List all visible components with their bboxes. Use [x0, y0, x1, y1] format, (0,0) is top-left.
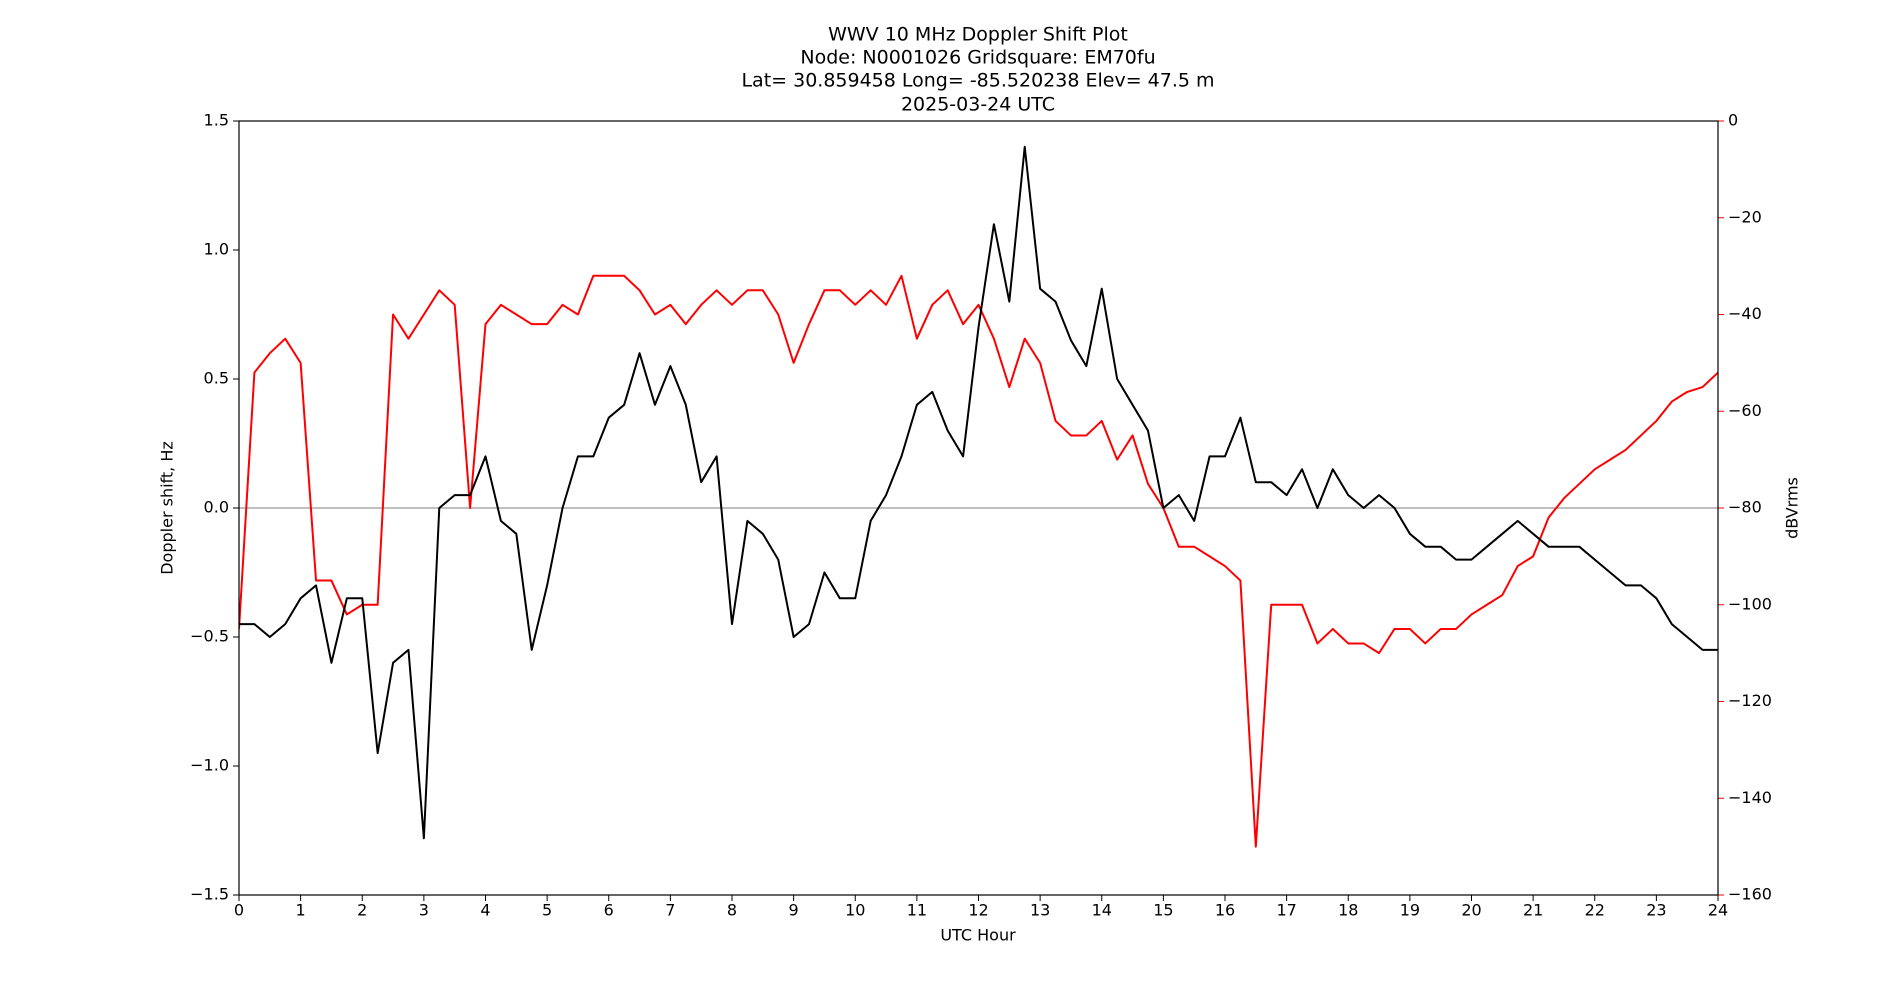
y-tick-label: −1.5 — [190, 885, 229, 904]
x-tick-label: 22 — [1585, 901, 1605, 920]
x-tick-label: 10 — [845, 901, 865, 920]
chart-subtitle: 2025-03-24 UTC — [901, 94, 1055, 116]
x-tick-label: 23 — [1646, 901, 1666, 920]
x-tick-label: 5 — [542, 901, 552, 920]
x-tick-label: 16 — [1215, 901, 1235, 920]
y-tick-label: 0.0 — [204, 498, 229, 517]
x-tick-label: 17 — [1276, 901, 1296, 920]
x-tick-label: 11 — [907, 901, 927, 920]
y2-tick-label: −60 — [1728, 401, 1762, 420]
x-tick-label: 13 — [1030, 901, 1050, 920]
y2-tick-label: −160 — [1728, 885, 1772, 904]
y-tick-label: −1.0 — [190, 756, 229, 775]
x-tick-label: 0 — [234, 901, 244, 920]
chart-subtitle: Node: N0001026 Gridsquare: EM70fu — [800, 47, 1155, 69]
y2-tick-label: −80 — [1728, 498, 1762, 517]
y2-tick-label: −120 — [1728, 691, 1772, 710]
plot-frame — [238, 120, 1719, 896]
x-axis-label: UTC Hour — [940, 926, 1016, 945]
x-tick-label: 21 — [1523, 901, 1543, 920]
x-tick-label: 6 — [604, 901, 614, 920]
x-tick-label: 18 — [1338, 901, 1358, 920]
y-axis-label: Doppler shift, Hz — [158, 441, 177, 575]
x-tick-label: 20 — [1461, 901, 1481, 920]
x-tick-label: 8 — [727, 901, 737, 920]
y2-tick-label: −40 — [1728, 304, 1762, 323]
y-tick-label: −0.5 — [190, 627, 229, 646]
y2-tick-label: −20 — [1728, 207, 1762, 226]
y-tick-label: 1.5 — [204, 111, 229, 130]
series-line — [239, 145, 1718, 840]
y-tick-label: 0.5 — [204, 369, 229, 388]
x-tick-label: 2 — [357, 901, 367, 920]
x-tick-label: 4 — [480, 901, 490, 920]
x-tick-label: 7 — [665, 901, 675, 920]
chart-title: WWV 10 MHz Doppler Shift Plot — [828, 24, 1128, 46]
y2-tick-label: −100 — [1728, 594, 1772, 613]
chart-subtitle: Lat= 30.859458 Long= -85.520238 Elev= 47… — [741, 70, 1214, 92]
x-tick-label: 12 — [968, 901, 988, 920]
x-tick-label: 1 — [296, 901, 306, 920]
y2-axis-label: dBVrms — [1783, 477, 1802, 539]
x-tick-label: 9 — [789, 901, 799, 920]
x-tick-label: 24 — [1708, 901, 1728, 920]
series-line — [239, 274, 1718, 848]
y2-tick-label: −140 — [1728, 788, 1772, 807]
x-tick-label: 19 — [1400, 901, 1420, 920]
x-tick-label: 15 — [1153, 901, 1173, 920]
x-tick-label: 14 — [1092, 901, 1112, 920]
y2-tick-label: 0 — [1728, 111, 1738, 130]
x-tick-label: 3 — [419, 901, 429, 920]
y-tick-label: 1.0 — [204, 240, 229, 259]
